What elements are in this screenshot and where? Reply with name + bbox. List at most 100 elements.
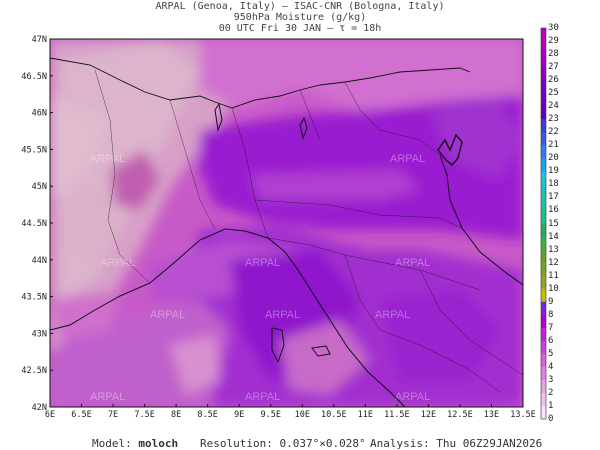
colorbar-swatch xyxy=(541,366,546,381)
model-value: moloch xyxy=(138,437,179,450)
watermark: ARPAL xyxy=(100,257,135,269)
colorbar-swatch xyxy=(541,301,546,316)
watermark: ARPAL xyxy=(395,257,430,269)
colorbar-label: 10 xyxy=(548,283,559,294)
longitude-tick-label: 6.5E xyxy=(71,410,91,420)
lake-garda xyxy=(299,116,308,140)
colorbar-label: 9 xyxy=(548,296,554,307)
colorbar-label: 4 xyxy=(548,361,554,372)
latitude-tick-label: 45N xyxy=(32,182,47,192)
watermark: ARPAL xyxy=(245,391,280,403)
latitude-tick-label: 46N xyxy=(32,109,47,119)
model-label: Model: xyxy=(92,437,132,450)
watermark: ARPAL xyxy=(150,309,185,321)
colorbar-swatch xyxy=(541,119,546,133)
latitude-tick-label: 44.5N xyxy=(21,219,47,229)
longitude-tick-label: 13.5E xyxy=(510,410,536,420)
longitude-tick-label: 13E xyxy=(484,410,499,420)
analysis-info: Analysis: Thu 06Z29JAN2026 xyxy=(370,437,542,450)
colorbar-swatch xyxy=(541,353,546,368)
colorbar-label: 17 xyxy=(548,192,559,203)
colorbar-swatch xyxy=(541,41,546,55)
colorbar-swatch xyxy=(541,340,546,355)
longitude-tick-label: 9E xyxy=(234,410,244,420)
colorbar-swatch xyxy=(541,249,546,263)
colorbar-swatch xyxy=(541,392,546,407)
colorbar-swatch xyxy=(541,132,546,146)
colorbar-label: 21 xyxy=(548,140,559,151)
colorbar-label: 22 xyxy=(548,127,559,138)
longitude-tick-label: 12.5E xyxy=(447,410,473,420)
colorbar-label: 16 xyxy=(548,205,559,216)
longitude-tick-label: 8.5E xyxy=(197,410,217,420)
colorbar-label: 2 xyxy=(548,387,554,398)
longitude-tick-label: 12E xyxy=(421,410,436,420)
watermarks: ARPAL ARPAL ARPAL ARPAL ARPAL ARPAL ARPA… xyxy=(90,153,430,403)
longitude-tick-label: 6E xyxy=(45,410,55,420)
colorbar-label: 29 xyxy=(548,36,559,47)
watermark: ARPAL xyxy=(90,391,125,403)
colorbar-label: 27 xyxy=(548,62,559,73)
colorbar-swatch xyxy=(541,93,546,107)
colorbar-swatch xyxy=(541,67,546,81)
latitude-tick-label: 45.5N xyxy=(21,145,47,155)
colorbar-label: 23 xyxy=(548,114,559,125)
colorbar-swatch xyxy=(541,54,546,68)
colorbar-label: 13 xyxy=(548,244,559,255)
colorbar-label: 14 xyxy=(548,231,559,242)
latitude-tick-label: 43N xyxy=(32,329,47,339)
colorbar-swatch xyxy=(541,327,546,342)
colorbar-label: 1 xyxy=(548,400,554,411)
colorbar-swatch xyxy=(541,184,546,198)
colorbar-swatch xyxy=(541,158,546,172)
lake-maggiore xyxy=(214,102,223,132)
longitude-tick-label: 10E xyxy=(295,410,310,420)
latitude-tick-label: 43.5N xyxy=(21,293,47,303)
colorbar-swatch xyxy=(541,145,546,159)
latitude-tick-label: 46.5N xyxy=(21,72,47,82)
longitude-tick-label: 10.5E xyxy=(321,410,347,420)
latitude-tick-label: 42N xyxy=(32,403,47,413)
colorbar-label: 6 xyxy=(548,335,554,346)
colorbar-label: 26 xyxy=(548,75,559,86)
model-info: Model: moloch xyxy=(92,437,178,450)
colorbar-swatch xyxy=(541,288,546,302)
title-line-2: 950hPa Moisture (g/kg) xyxy=(233,12,367,23)
longitude-tick-label: 11E xyxy=(358,410,373,420)
longitude-tick-label: 7.5E xyxy=(134,410,154,420)
colorbar-swatch xyxy=(541,171,546,185)
resolution-label: Resolution: xyxy=(200,437,273,450)
regional-borders xyxy=(94,69,523,393)
watermark: ARPAL xyxy=(245,257,280,269)
colorbar-swatch xyxy=(541,236,546,250)
colorbar-label: 12 xyxy=(548,257,559,268)
title-line-1: ARPAL (Genoa, Italy) – ISAC-CNR (Bologna… xyxy=(155,1,445,12)
national-border xyxy=(50,57,471,109)
colorbar-swatch xyxy=(541,379,546,394)
colorbar-swatch xyxy=(541,223,546,237)
colorbar-label: 25 xyxy=(548,88,559,99)
colorbar-label: 28 xyxy=(548,49,559,60)
longitude-tick-label: 8E xyxy=(171,410,181,420)
colorbar-label: 0 xyxy=(548,414,554,424)
longitude-tick-label: 11.5E xyxy=(384,410,410,420)
latitude-axis: 47N 46.5N 46N 45.5N 45N 44.5N 44N 43.5N 43N 42.5N… xyxy=(21,35,53,413)
longitude-tick-label: 9.5E xyxy=(260,410,280,420)
colorbar-swatch xyxy=(541,314,546,329)
colorbar-label: 15 xyxy=(548,218,559,229)
resolution-info: Resolution: 0.037°×0.028° xyxy=(200,437,366,450)
watermark: ARPAL xyxy=(265,309,300,321)
coastline xyxy=(50,228,406,407)
moisture-map: ARPAL ARPAL ARPAL ARPAL ARPAL ARPAL ARPA… xyxy=(21,27,547,420)
watermark: ARPAL xyxy=(395,391,430,403)
analysis-value: Thu 06Z29JAN2026 xyxy=(436,437,543,450)
colorbar-label: 30 xyxy=(548,23,559,33)
colorbar-label: 18 xyxy=(548,179,559,190)
title-line-3: 00 UTC Fri 30 JAN – τ = 18h xyxy=(218,23,382,34)
colorbar-label: 20 xyxy=(548,153,559,164)
latitude-tick-label: 42.5N xyxy=(21,366,47,376)
latitude-tick-label: 44N xyxy=(32,256,47,266)
corsica-cape xyxy=(271,327,285,364)
watermark: ARPAL xyxy=(90,153,125,165)
longitude-tick-label: 7E xyxy=(108,410,118,420)
